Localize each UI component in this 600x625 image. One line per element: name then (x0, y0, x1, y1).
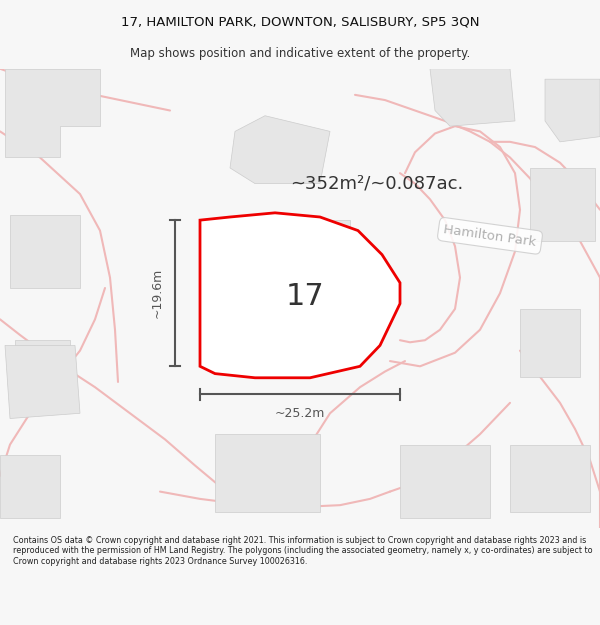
Bar (400, 444, 490, 518)
Bar (10, 215, 80, 288)
Bar (0, 455, 60, 518)
Polygon shape (430, 69, 515, 126)
Bar (530, 168, 595, 241)
Text: 17: 17 (286, 282, 325, 311)
Text: 17, HAMILTON PARK, DOWNTON, SALISBURY, SP5 3QN: 17, HAMILTON PARK, DOWNTON, SALISBURY, S… (121, 15, 479, 28)
Polygon shape (230, 116, 330, 184)
Bar (15, 340, 70, 392)
Text: Hamilton Park: Hamilton Park (443, 223, 537, 249)
Polygon shape (545, 79, 600, 142)
Bar (510, 444, 590, 512)
Text: ~352m²/~0.087ac.: ~352m²/~0.087ac. (290, 174, 463, 192)
Bar (520, 309, 580, 377)
Polygon shape (5, 346, 80, 419)
Polygon shape (5, 69, 100, 158)
Polygon shape (200, 213, 400, 378)
Bar (235, 220, 350, 324)
Bar (215, 434, 320, 512)
Text: ~19.6m: ~19.6m (151, 268, 163, 318)
Text: Contains OS data © Crown copyright and database right 2021. This information is : Contains OS data © Crown copyright and d… (13, 536, 593, 566)
Text: Map shows position and indicative extent of the property.: Map shows position and indicative extent… (130, 47, 470, 60)
Text: ~25.2m: ~25.2m (275, 407, 325, 420)
